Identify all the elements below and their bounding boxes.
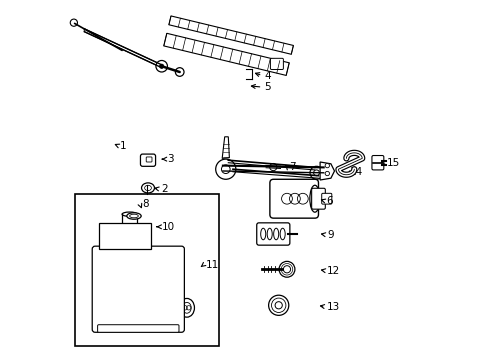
Polygon shape [163, 33, 288, 75]
Circle shape [325, 171, 329, 176]
FancyBboxPatch shape [270, 58, 283, 69]
Text: 2: 2 [161, 184, 167, 194]
FancyBboxPatch shape [321, 193, 331, 204]
Polygon shape [222, 137, 229, 158]
Text: 12: 12 [326, 266, 340, 276]
Bar [75, 194, 219, 346]
FancyBboxPatch shape [371, 156, 383, 170]
Circle shape [325, 163, 329, 168]
Circle shape [70, 19, 77, 26]
Text: 9: 9 [326, 230, 333, 240]
Circle shape [313, 170, 319, 176]
Ellipse shape [122, 212, 137, 216]
Ellipse shape [126, 213, 141, 219]
Circle shape [221, 165, 230, 174]
Circle shape [269, 163, 276, 171]
Ellipse shape [144, 185, 151, 190]
FancyBboxPatch shape [92, 246, 184, 332]
Circle shape [156, 60, 167, 72]
Ellipse shape [182, 302, 191, 313]
Circle shape [279, 261, 294, 277]
Text: 11: 11 [205, 260, 219, 270]
FancyBboxPatch shape [146, 157, 152, 162]
Circle shape [283, 266, 290, 273]
Circle shape [309, 166, 322, 179]
Ellipse shape [179, 298, 194, 317]
Polygon shape [84, 29, 162, 68]
Circle shape [268, 295, 288, 315]
Text: 1: 1 [120, 141, 127, 151]
Ellipse shape [129, 214, 138, 218]
Ellipse shape [309, 185, 319, 212]
Text: 13: 13 [326, 302, 340, 312]
Polygon shape [168, 16, 293, 54]
FancyBboxPatch shape [311, 188, 325, 209]
Circle shape [159, 64, 163, 68]
FancyBboxPatch shape [140, 154, 155, 166]
FancyBboxPatch shape [98, 325, 179, 332]
Text: 14: 14 [349, 167, 362, 177]
Ellipse shape [141, 183, 154, 193]
Polygon shape [320, 162, 334, 180]
Text: 3: 3 [167, 154, 173, 164]
FancyBboxPatch shape [269, 179, 318, 218]
Text: 4: 4 [264, 71, 270, 81]
Text: 6: 6 [326, 196, 332, 206]
Text: 8: 8 [142, 199, 148, 210]
Circle shape [175, 68, 183, 76]
Text: 7: 7 [289, 162, 296, 172]
Text: 10: 10 [162, 222, 175, 232]
Circle shape [275, 302, 282, 309]
Polygon shape [99, 223, 151, 249]
FancyBboxPatch shape [256, 223, 289, 245]
Text: 5: 5 [264, 82, 270, 92]
Circle shape [215, 159, 235, 179]
Text: 15: 15 [386, 158, 399, 168]
Ellipse shape [145, 186, 151, 190]
